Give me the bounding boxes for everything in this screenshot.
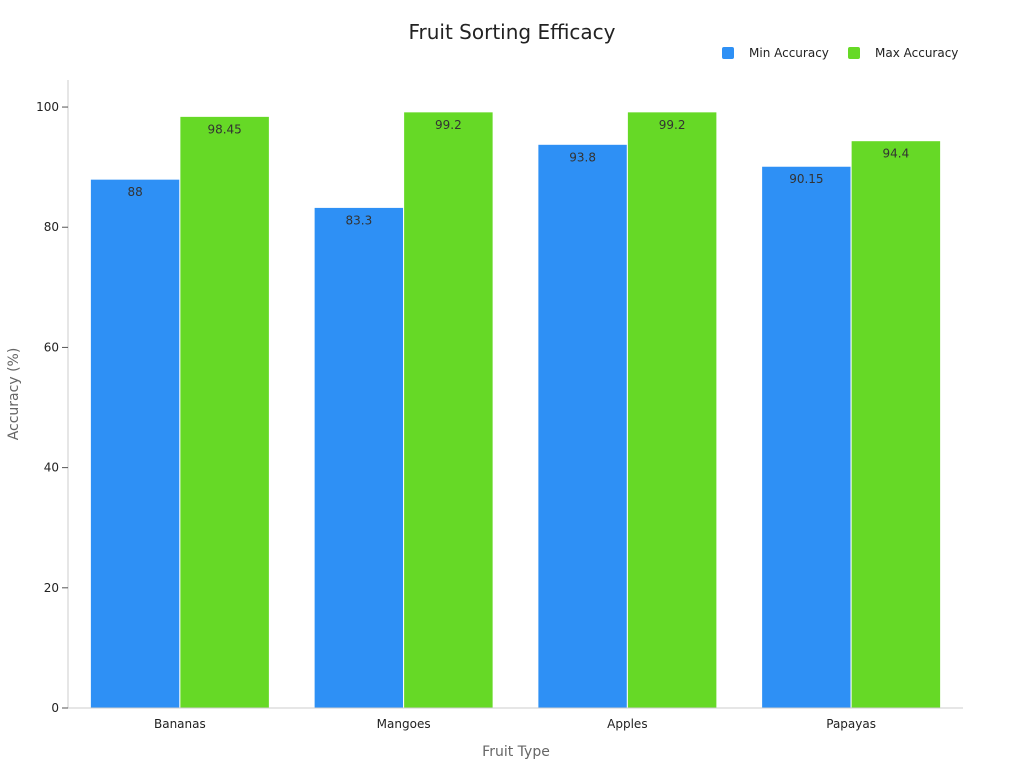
bar-max-accuracy-mangoes[interactable] — [403, 111, 494, 709]
bar-min-accuracy-apples[interactable] — [537, 143, 628, 709]
data-label-max-accuracy-mangoes: 99.2 — [435, 118, 462, 132]
data-label-max-accuracy-bananas: 98.45 — [207, 122, 241, 136]
legend-label-min-accuracy: Min Accuracy — [749, 46, 829, 60]
chart-title: Fruit Sorting Efficacy — [408, 20, 616, 44]
legend-label-max-accuracy: Max Accuracy — [875, 46, 959, 60]
y-tick-label-0: 0 — [51, 701, 59, 715]
y-tick-label-100: 100 — [36, 100, 59, 114]
data-label-max-accuracy-papayas: 94.4 — [883, 147, 910, 161]
data-label-min-accuracy-apples: 93.8 — [569, 150, 596, 164]
legend-swatch-min-accuracy — [722, 47, 734, 59]
y-tick-label-80: 80 — [44, 220, 59, 234]
y-tick-label-40: 40 — [44, 461, 59, 475]
data-label-min-accuracy-papayas: 90.15 — [789, 172, 823, 186]
data-label-min-accuracy-mangoes: 83.3 — [346, 213, 373, 227]
x-tick-label-bananas: Bananas — [154, 717, 206, 731]
data-label-min-accuracy-bananas: 88 — [127, 185, 142, 199]
bar-max-accuracy-papayas[interactable] — [850, 140, 942, 709]
bar-min-accuracy-mangoes[interactable] — [313, 206, 405, 709]
x-axis-title: Fruit Type — [482, 744, 550, 760]
bar-max-accuracy-apples[interactable] — [626, 111, 718, 709]
labels-layer: 88 98.45 83.3 99.2 93.8 99.2 90.15 94.4 — [127, 118, 909, 228]
y-axis-title: Accuracy (%) — [6, 348, 22, 441]
y-tick-label-20: 20 — [44, 581, 59, 595]
x-tick-label-papayas: Papayas — [826, 717, 876, 731]
bars-layer — [89, 111, 942, 709]
x-tick-label-apples: Apples — [607, 717, 647, 731]
legend-swatch-max-accuracy — [848, 47, 860, 59]
y-tick-label-60: 60 — [44, 340, 59, 354]
data-label-max-accuracy-apples: 99.2 — [659, 118, 686, 132]
bar-min-accuracy-bananas[interactable] — [89, 178, 181, 709]
bar-min-accuracy-papayas[interactable] — [761, 165, 852, 709]
x-tick-label-mangoes: Mangoes — [377, 717, 431, 731]
axes-layer: 0 20 40 60 80 100 Bananas Mangoes Apples Papayas — [36, 80, 963, 731]
bar-max-accuracy-bananas[interactable] — [179, 115, 270, 709]
